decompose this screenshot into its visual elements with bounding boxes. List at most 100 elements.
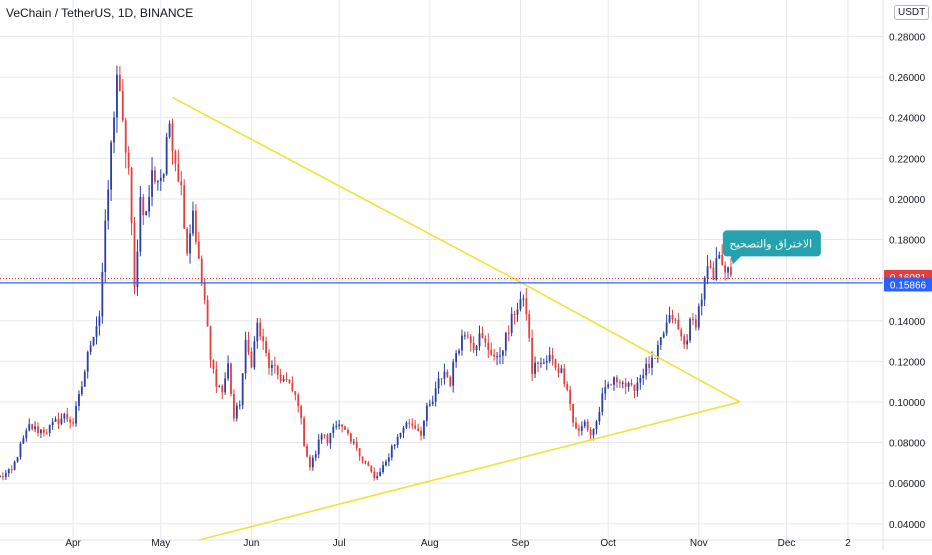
candle-body bbox=[285, 378, 288, 380]
y-tick-label: 0.22000 bbox=[889, 154, 926, 165]
candle-body bbox=[689, 319, 691, 341]
candle-body bbox=[449, 376, 452, 386]
candle-body bbox=[645, 363, 648, 376]
candle-body bbox=[379, 471, 382, 477]
candle-body bbox=[34, 426, 36, 430]
candle-body bbox=[40, 429, 42, 434]
x-tick-label: May bbox=[151, 538, 170, 549]
y-tick-label: 0.08000 bbox=[889, 439, 926, 450]
candle-body bbox=[282, 378, 285, 382]
candle-body bbox=[621, 382, 624, 384]
candle-body bbox=[703, 278, 706, 300]
candle-body bbox=[273, 364, 276, 366]
candle-body bbox=[659, 337, 662, 345]
trendline bbox=[520, 281, 741, 403]
candle-body bbox=[487, 342, 490, 351]
candle-body bbox=[121, 91, 124, 121]
candles bbox=[0, 65, 732, 481]
candle-body bbox=[63, 413, 66, 419]
candle-body bbox=[352, 441, 355, 443]
candle-body bbox=[578, 428, 580, 431]
candle-body bbox=[563, 368, 566, 384]
candle-body bbox=[461, 335, 463, 351]
candle-body bbox=[630, 382, 633, 385]
candle-body bbox=[680, 329, 683, 337]
candle-body bbox=[75, 405, 77, 424]
candle-body bbox=[145, 211, 148, 216]
candle-body bbox=[463, 335, 466, 337]
candle-body bbox=[537, 362, 539, 364]
candle-body bbox=[86, 351, 89, 372]
candle-body bbox=[662, 333, 665, 338]
candle-body bbox=[133, 222, 136, 288]
candle-body bbox=[183, 185, 186, 229]
candle-body bbox=[651, 357, 653, 368]
candle-body bbox=[569, 389, 572, 405]
candle-body bbox=[624, 382, 627, 387]
candle-body bbox=[136, 251, 139, 288]
candle-body bbox=[335, 425, 338, 427]
candle-body bbox=[104, 220, 107, 272]
candle-body bbox=[200, 258, 203, 283]
candle-body bbox=[235, 405, 238, 419]
candle-body bbox=[364, 460, 367, 463]
candle-body bbox=[320, 434, 323, 440]
candle-body bbox=[107, 189, 110, 221]
candle-body bbox=[671, 315, 674, 320]
candle-body bbox=[572, 404, 574, 423]
candle-body bbox=[186, 228, 189, 254]
candle-body bbox=[499, 355, 501, 357]
candle-body bbox=[592, 428, 595, 436]
callout-text: الاختراق والتصحيح bbox=[730, 237, 813, 250]
candle-body bbox=[142, 197, 145, 216]
candle-body bbox=[154, 170, 156, 182]
candle-body bbox=[566, 383, 569, 390]
candle-body bbox=[177, 163, 180, 182]
candle-body bbox=[156, 181, 159, 183]
x-tick-label: 2 bbox=[845, 538, 851, 549]
candle-body bbox=[244, 339, 247, 374]
candle-body bbox=[557, 368, 560, 373]
candle-body bbox=[715, 258, 718, 280]
candle-body bbox=[2, 476, 4, 478]
candle-body bbox=[162, 174, 165, 178]
candle-body bbox=[522, 298, 525, 300]
candle-body bbox=[212, 359, 215, 370]
candle-body bbox=[607, 384, 610, 388]
candle-body bbox=[540, 363, 542, 365]
candle-body bbox=[501, 350, 504, 356]
candle-body bbox=[139, 197, 142, 252]
candle-body bbox=[224, 378, 227, 393]
candle-body bbox=[376, 476, 379, 479]
candle-body bbox=[692, 319, 694, 321]
candle-body bbox=[279, 374, 282, 382]
candle-body bbox=[171, 123, 174, 152]
grid bbox=[0, 0, 883, 540]
candle-body bbox=[13, 461, 16, 470]
candle-body bbox=[37, 426, 39, 434]
candle-body bbox=[490, 350, 493, 355]
candle-body bbox=[656, 344, 659, 359]
candle-body bbox=[414, 425, 417, 429]
callout-bubble bbox=[722, 230, 821, 265]
currency-selector[interactable]: USDT bbox=[894, 5, 930, 20]
candle-body bbox=[504, 332, 507, 351]
candle-body bbox=[721, 254, 724, 266]
x-tick-label: Nov bbox=[690, 538, 708, 549]
candle-body bbox=[531, 337, 534, 374]
candle-body bbox=[69, 419, 72, 423]
candle-body bbox=[45, 432, 48, 434]
candle-body bbox=[174, 151, 177, 164]
candle-body bbox=[7, 469, 10, 474]
candle-body bbox=[534, 362, 536, 374]
price-axis: 0.28000 0.26000 0.24000 0.22000 0.20000 0.180… bbox=[882, 0, 926, 550]
candle-body bbox=[300, 406, 303, 419]
candle-body bbox=[417, 428, 420, 431]
candle-body bbox=[203, 282, 206, 300]
candle-body bbox=[516, 309, 519, 315]
candle-body bbox=[674, 319, 677, 321]
candle-body bbox=[358, 448, 361, 457]
annotation-callout[interactable]: الاختراق والتصحيح bbox=[722, 230, 821, 265]
